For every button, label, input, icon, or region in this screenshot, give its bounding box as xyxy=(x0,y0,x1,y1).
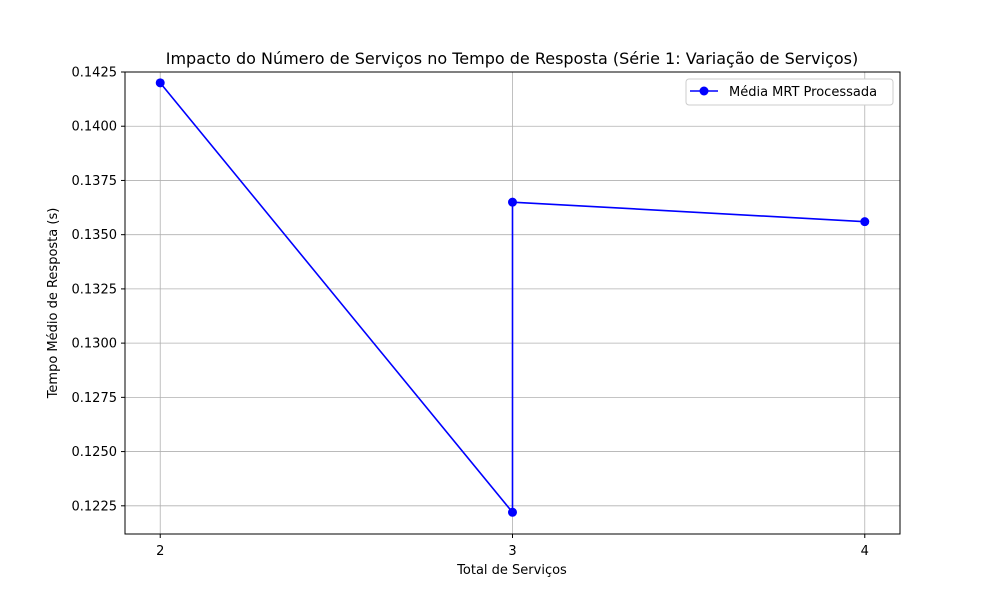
grid xyxy=(125,71,900,534)
chart-title: Impacto do Número de Serviços no Tempo d… xyxy=(166,49,859,68)
legend-label: Média MRT Processada xyxy=(729,85,877,100)
x-axis-label: Total de Serviços xyxy=(456,563,567,578)
data-point xyxy=(508,197,517,207)
data-point xyxy=(155,78,165,88)
y-tick-label: 0.1250 xyxy=(72,445,118,460)
y-axis-ticks: 0.1225 0.1250 0.1275 0.1300 0.1325 0.1350 0.13… xyxy=(72,66,125,514)
y-tick-label: 0.1400 xyxy=(72,120,118,135)
y-tick-label: 0.1225 xyxy=(72,499,118,514)
data-point xyxy=(860,217,870,227)
y-tick-label: 0.1325 xyxy=(72,282,118,297)
data-point xyxy=(508,507,517,517)
y-tick-label: 0.1300 xyxy=(72,337,118,352)
x-tick-label: 3 xyxy=(508,544,516,559)
legend-marker xyxy=(699,86,709,96)
x-tick-label: 2 xyxy=(156,544,164,559)
y-tick-label: 0.1425 xyxy=(72,66,118,81)
legend: Média MRT Processada xyxy=(685,78,894,106)
y-tick-label: 0.1375 xyxy=(72,174,118,189)
series-group xyxy=(155,78,870,517)
x-axis-ticks: 2 3 4 xyxy=(156,534,869,559)
series-line xyxy=(159,82,865,514)
legend-box xyxy=(685,78,894,106)
y-tick-label: 0.1275 xyxy=(72,391,118,406)
x-tick-label: 4 xyxy=(861,544,869,559)
y-axis-label: Tempo Médio de Resposta (s) xyxy=(46,208,61,400)
y-tick-label: 0.1350 xyxy=(72,228,118,243)
